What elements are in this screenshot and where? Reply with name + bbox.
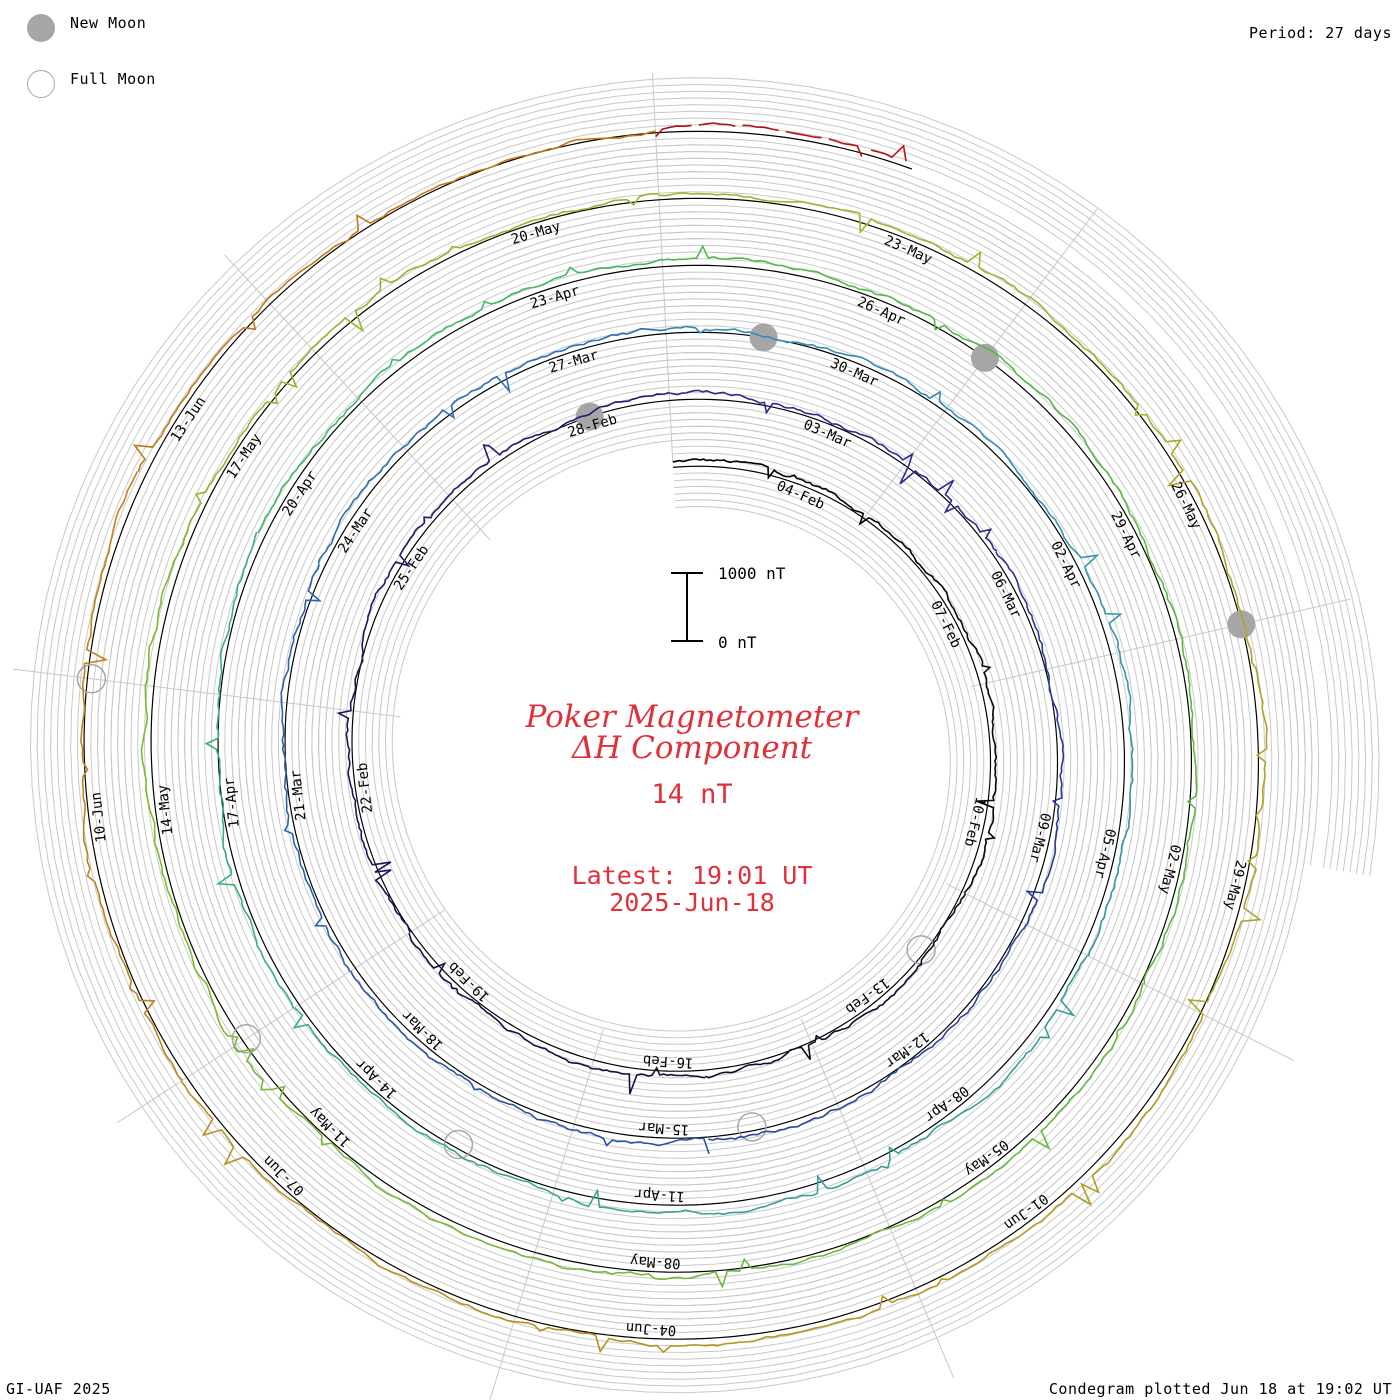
trace-ring-1-seg-5 [317, 327, 666, 564]
latest-time: Latest: 19:01 UT [572, 861, 813, 890]
trace-ring-4-seg-0 [658, 192, 1167, 443]
spoke-6 [117, 909, 446, 1123]
date-label-11-apr: 11-Apr [634, 1185, 686, 1204]
date-label-03-mar: 03-Mar [801, 417, 854, 452]
scale-top-label: 1000 nT [718, 564, 786, 583]
date-label-21-mar: 21-Mar [288, 769, 309, 821]
trace-ring-2-seg-3 [292, 1007, 713, 1215]
date-label-04-feb: 04-Feb [774, 478, 827, 513]
trace-ring-1-seg-3 [350, 970, 710, 1155]
latest-date: 2025-Jun-18 [609, 888, 775, 917]
trace-ring-2-seg-4 [204, 531, 295, 1009]
footer-credit: GI-UAF 2025 [6, 1380, 111, 1398]
trace-ring-5-seg-0 [655, 124, 692, 138]
new-moon-marker-3 [1227, 610, 1256, 639]
trace-ring-1-seg-1 [995, 551, 1065, 925]
date-label-04-jun: 04-Jun [625, 1319, 677, 1338]
trace-ring-2-seg-5 [257, 258, 663, 534]
trace-ring-5-seg-5 [870, 144, 907, 162]
chart-title: Poker Magnetometer [525, 699, 861, 735]
date-label-06-mar: 06-Mar [987, 569, 1024, 621]
trace-ring-4-seg-2 [718, 1014, 1204, 1346]
trace-ring-3-seg-2 [714, 983, 1144, 1289]
spoke-8 [223, 254, 491, 541]
moon-markers [76, 323, 1256, 1160]
scale-bar: 1000 nT 0 nT [671, 564, 786, 652]
trace-ring-1-seg-4 [280, 563, 351, 972]
trace-ring-5-seg-1 [698, 122, 736, 127]
date-label-17-apr: 17-Apr [221, 777, 242, 829]
trace-ring-5-seg-2 [742, 124, 779, 132]
date-label-02-apr: 02-Apr [1047, 539, 1084, 591]
date-label-23-may: 23-May [882, 233, 935, 268]
trace-ring-3-seg-3 [233, 1046, 716, 1281]
date-label-26-may: 26-May [1167, 479, 1204, 531]
date-label-07-feb: 07-Feb [927, 598, 964, 650]
trace-ring-2-seg-1 [1050, 515, 1134, 957]
date-label-15-mar: 15-Mar [638, 1118, 690, 1137]
full-moon-legend-icon [27, 70, 55, 98]
scale-bottom-label: 0 nT [718, 633, 757, 652]
full-moon-marker-3 [231, 1024, 262, 1054]
ring-gridlines [29, 77, 1380, 1394]
trace-ring-0-seg-4 [336, 592, 411, 933]
spoke-0 [651, 72, 674, 463]
new-moon-legend-label: New Moon [70, 14, 147, 32]
trace-ring-4-seg-3 [180, 1080, 720, 1354]
spoke-3 [946, 883, 1295, 1062]
current-value: 14 nT [651, 779, 732, 810]
chart-subtitle: ΔH Component [571, 730, 813, 766]
spoke-2 [970, 598, 1351, 688]
trace-ring-3-seg-0 [662, 244, 1112, 479]
gridline-9 [63, 110, 1347, 1360]
full-moon-marker-1 [737, 1112, 767, 1142]
date-label-22-feb: 22-Feb [355, 762, 376, 814]
gridline-8 [70, 117, 1340, 1354]
date-label-10-jun: 10-Jun [88, 791, 109, 843]
full-moon-legend-label: Full Moon [70, 70, 156, 88]
trace-ring-4-seg-5 [132, 130, 656, 473]
trace-ring-3-seg-1 [1110, 477, 1198, 985]
spoke-5 [489, 1029, 604, 1400]
date-label-16-feb: 16-Feb [642, 1051, 694, 1070]
trace-ring-0-seg-5 [375, 391, 670, 594]
trace-ring-0-seg-2 [704, 893, 967, 1079]
gridline-7 [76, 124, 1333, 1347]
trace-ring-1-seg-2 [708, 923, 1028, 1141]
trace-ring-4-seg-4 [80, 471, 183, 1081]
gridline-11 [50, 97, 1360, 1374]
trace-ring-0-seg-3 [408, 932, 706, 1095]
gridline-13 [36, 83, 1373, 1387]
trace-ring-0-seg-1 [941, 586, 998, 894]
radial-spokes [13, 72, 1351, 1400]
date-label-30-mar: 30-Mar [828, 355, 881, 390]
full-moon-marker-4 [76, 663, 107, 694]
gridline-14 [29, 77, 1380, 1394]
magnetometer-trace [80, 122, 1268, 1354]
trace-ring-5-seg-3 [785, 130, 822, 139]
trace-ring-1-seg-0 [669, 389, 998, 553]
trace-ring-5-seg-4 [828, 138, 863, 157]
gridline-5 [90, 137, 1320, 1333]
trace-ring-2-seg-2 [712, 955, 1089, 1216]
gridline-12 [43, 90, 1367, 1380]
trace-ring-4-seg-1 [1165, 439, 1268, 1016]
trace-ring-2-seg-0 [665, 325, 1052, 517]
period-label: Period: 27 days [1249, 24, 1392, 42]
gridline-10 [56, 104, 1353, 1367]
date-label-14-may: 14-May [155, 784, 176, 836]
spoke-4 [800, 1018, 955, 1379]
date-label-26-apr: 26-Apr [855, 294, 908, 329]
footer-plot-time: Condegram plotted Jun 18 at 19:02 UT [1048, 1380, 1392, 1398]
date-label-08-may: 08-May [630, 1252, 682, 1271]
trace-ring-3-seg-4 [140, 503, 239, 1047]
date-label-29-apr: 29-Apr [1107, 509, 1144, 561]
trace-ring-0-seg-0 [672, 458, 944, 588]
trace-ring-3-seg-5 [195, 192, 659, 505]
new-moon-legend-icon [27, 14, 55, 42]
